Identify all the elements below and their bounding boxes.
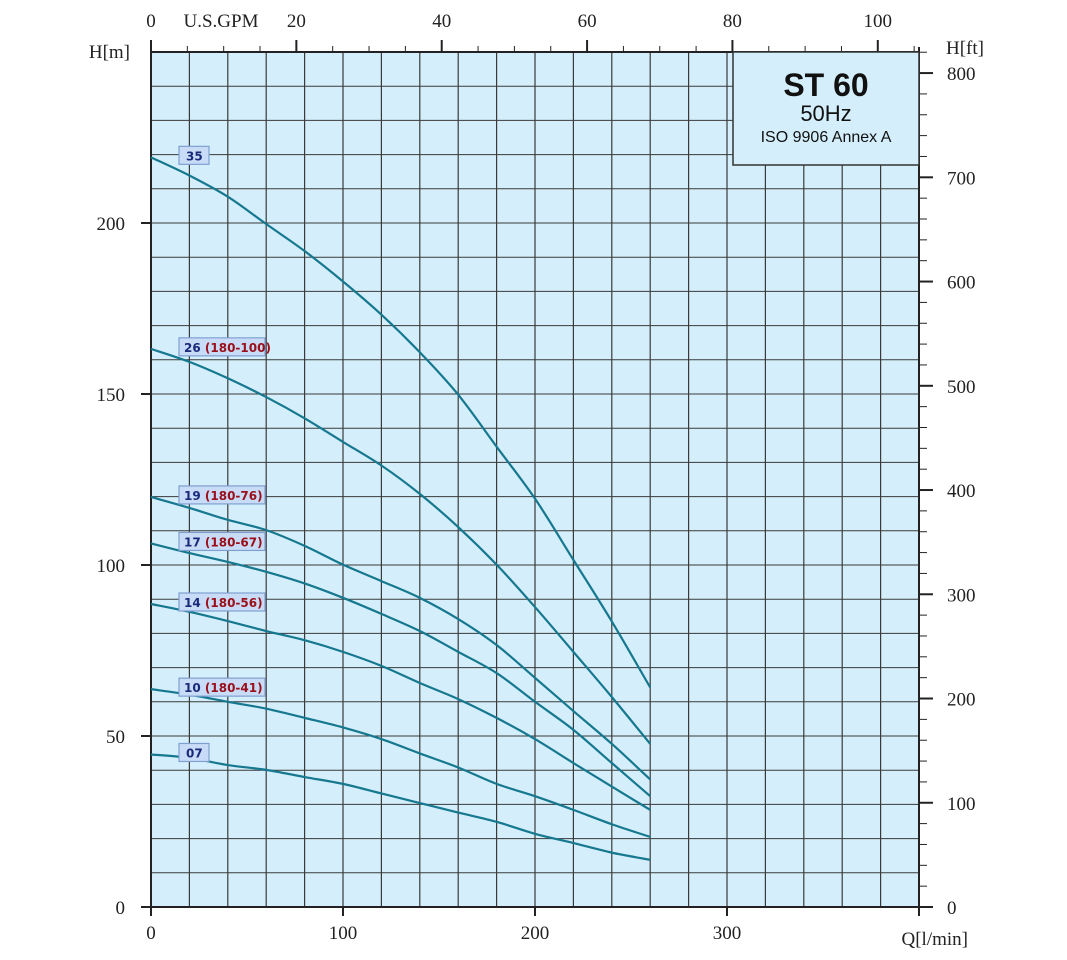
- axes: 0 100 200 300050100150200010020030040050060…: [97, 11, 976, 944]
- curve-stage-count: 14: [184, 596, 201, 610]
- y2-axis-label: H[ft]: [946, 38, 984, 59]
- curve-label-box-35: [178, 145, 210, 165]
- curve-10: [150, 688, 651, 838]
- curve-labels: 35 26 (180-100) 19 (180-76) 17 (180-67) 14 (…: [178, 145, 271, 763]
- y2-tick-label: 500: [947, 377, 976, 398]
- y2-tick-label: 200: [947, 690, 976, 711]
- curve-label-box-07: [178, 742, 210, 763]
- y2-tick-label: 300: [947, 585, 976, 606]
- y-tick-label: 50: [106, 727, 125, 748]
- x-tick-label: 0: [146, 923, 156, 944]
- y-tick-label: 150: [97, 385, 126, 406]
- curve-stage-count: 17: [184, 535, 201, 549]
- x2-tick-label: 40: [432, 11, 451, 32]
- curve-14: [150, 602, 651, 811]
- curve-label-14: 14 (180-56): [184, 596, 263, 610]
- x-axis-label: Q[l/min]: [902, 929, 969, 950]
- curve-label-box-10: [178, 677, 266, 697]
- curve-stage-count: 35: [186, 149, 203, 163]
- curve-17: [150, 542, 651, 798]
- y2-tick-label: 600: [947, 273, 976, 294]
- curve-label-26: 26 (180-100): [184, 341, 271, 355]
- x2-tick-label: 20: [287, 11, 306, 32]
- curve-label-box-19: [178, 485, 266, 505]
- curve-35: [150, 156, 652, 688]
- curve-model: (180-56): [201, 596, 263, 610]
- y-axis-label: H[m]: [89, 42, 130, 63]
- curve-model: (180-41): [201, 681, 263, 695]
- curve-model: (180-67): [201, 535, 263, 549]
- curve-label-35: 35: [186, 149, 203, 163]
- curve-model: (180-76): [201, 489, 263, 503]
- x2-axis-label: U.S.GPM: [184, 11, 259, 32]
- y-tick-label: 100: [97, 556, 126, 577]
- curve-label-07: 07: [186, 746, 203, 760]
- curve-label-box-17: [178, 531, 266, 552]
- curve-stage-count: 19: [184, 489, 201, 503]
- x-tick-label: 300: [713, 923, 742, 944]
- y-tick-label: 200: [97, 214, 126, 235]
- curve-stage-count: 26: [184, 341, 201, 355]
- grid: [151, 52, 919, 907]
- y2-tick-label: 100: [947, 794, 976, 815]
- x2-tick-label: 0: [146, 11, 156, 32]
- curve-07: [150, 753, 651, 861]
- y-tick-label: 0: [116, 898, 126, 919]
- chart-title: ST 60: [783, 67, 868, 103]
- x2-tick-label: 100: [864, 11, 893, 32]
- y2-tick-label: 700: [947, 168, 976, 189]
- chart-subtitle: 50Hz: [800, 101, 851, 126]
- curve-model: (180-100): [201, 341, 271, 355]
- curves: [150, 156, 652, 861]
- y2-tick-label: 800: [947, 64, 976, 85]
- curve-stage-count: 07: [186, 746, 203, 760]
- title-box: ST 60 50Hz ISO 9906 Annex A: [732, 51, 920, 166]
- curve-label-box-26: [178, 337, 266, 357]
- x2-tick-label: 60: [578, 11, 597, 32]
- curve-label-19: 19 (180-76): [184, 489, 263, 503]
- x-tick-label: 100: [329, 923, 358, 944]
- curve-label-17: 17 (180-67): [184, 535, 263, 549]
- y2-tick-label: 400: [947, 481, 976, 502]
- curve-19: [150, 495, 651, 781]
- curve-label-box-14: [178, 592, 266, 612]
- curve-label-10: 10 (180-41): [184, 681, 263, 695]
- curve-stage-count: 10: [184, 681, 201, 695]
- x-tick-label: 200: [521, 923, 550, 944]
- x2-tick-label: 80: [723, 11, 742, 32]
- y2-tick-label: 0: [947, 898, 957, 919]
- chart-note: ISO 9906 Annex A: [761, 129, 892, 146]
- curve-26: [150, 347, 652, 745]
